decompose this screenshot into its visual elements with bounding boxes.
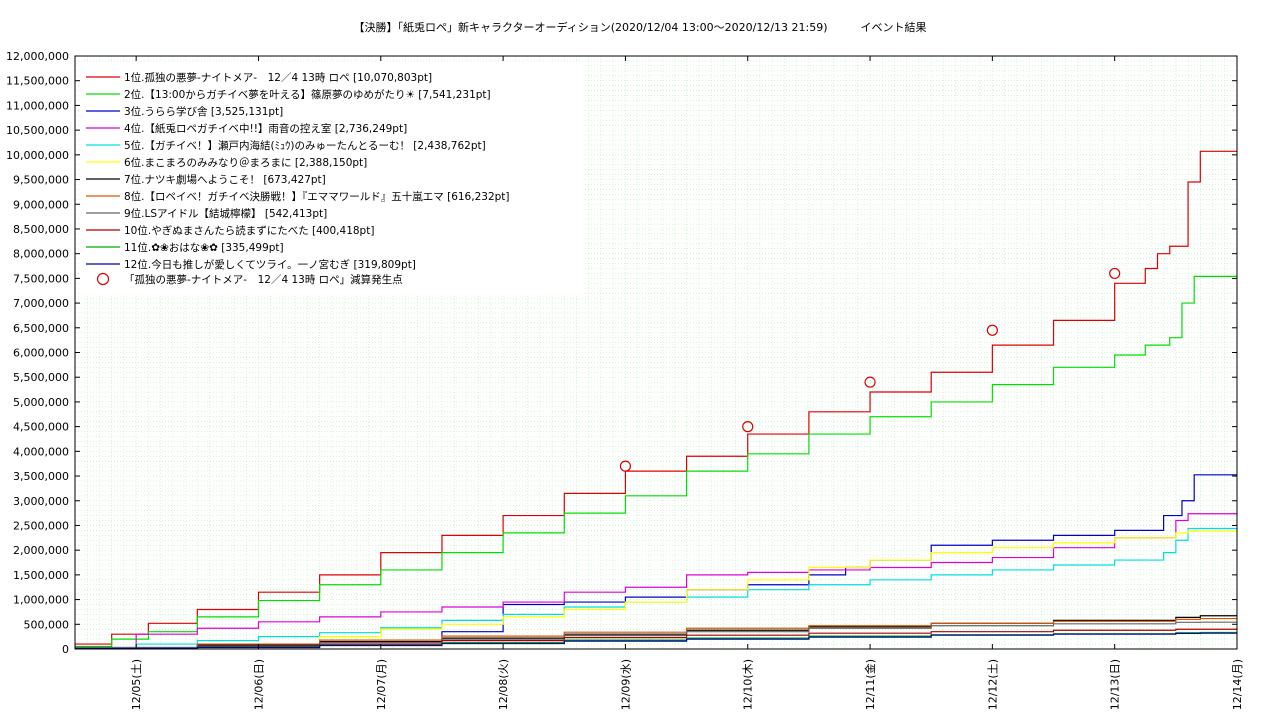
reduction-marker: [986, 324, 998, 336]
y-tick-label: 1,500,000: [13, 569, 69, 582]
y-tick-label: 11,500,000: [6, 75, 69, 88]
legend-label-6: 6位.まこまろのみみなり＠まろまに [2,388,150pt]: [124, 156, 367, 169]
y-tick-label: 6,000,000: [13, 347, 69, 360]
reduction-marker: [1109, 267, 1121, 280]
y-tick-label: 7,500,000: [13, 272, 69, 285]
x-tick-label: 12/08(火): [497, 659, 510, 710]
legend-label-12: 12位.今日も推しが愛しくてツライ。一ノ宮むぎ [319,809pt]: [124, 258, 416, 271]
x-tick-label: 12/07(月): [375, 659, 388, 710]
y-tick-label: 8,500,000: [13, 223, 69, 236]
y-tick-label: 4,000,000: [13, 445, 69, 458]
y-tick-label: 11,000,000: [6, 99, 69, 112]
y-tick-label: 8,000,000: [13, 248, 69, 261]
x-tick-label: 12/14(月): [1231, 659, 1244, 710]
legend-label-11: 11位.✿❀おはな❀✿ [335,499pt]: [124, 241, 284, 254]
legend-box: [80, 62, 585, 295]
y-tick-label: 3,000,000: [13, 495, 69, 508]
legend-label-1: 1位.孤独の悪夢-ナイトメア- 12／4 13時 ロペ [10,070,803p…: [124, 71, 432, 84]
y-tick-label: 7,000,000: [13, 297, 69, 310]
series-layer: [75, 150, 1237, 650]
y-tick-label: 5,000,000: [13, 396, 69, 409]
legend-label-3: 3位.うらら学び舎 [3,525,131pt]: [124, 105, 283, 118]
reduction-marker: [619, 460, 632, 472]
series-line-3: [75, 474, 1237, 649]
legend-label-8: 8位.【ロペイベ！ガチイベ決勝戦！】『エママワールド』五十嵐エマ [616,23…: [124, 190, 510, 203]
y-tick-label: 9,500,000: [13, 174, 69, 187]
x-tick-label: 12/11(金): [863, 659, 877, 710]
legend-label-5: 5位.【ガチイベ！】瀬戸内海結(ﾐｭｳ)のみゅーたんとるーむ！ [2,438,7…: [124, 139, 486, 152]
legend-label-2: 2位.【13:00からガチイベ夢を叶える】篠原夢のゆめがたり☀ [7,541,2…: [124, 88, 491, 101]
y-tick-label: 0: [62, 643, 69, 656]
series-line-4: [75, 513, 1237, 649]
series-line-12: [75, 632, 1237, 650]
y-tick-label: 12,000,000: [6, 50, 69, 63]
reduction-marker: [864, 376, 876, 388]
x-tick-label: 12/09(水): [619, 659, 632, 710]
y-tick-label: 10,000,000: [6, 149, 69, 162]
y-tick-label: 2,500,000: [13, 519, 69, 532]
legend-marker-label: 「孤独の悪夢-ナイトメア- 12／4 13時 ロペ」減算発生点: [124, 273, 403, 286]
y-tick-label: 5,500,000: [13, 371, 69, 384]
x-tick-label: 12/13(日): [1109, 659, 1122, 710]
chart-axes: 0 500,000 1,000,000 1,500,000 2,000,000 2,500…: [6, 50, 1244, 710]
series-line-6: [75, 530, 1237, 649]
x-tick-label: 12/10(木): [742, 659, 755, 710]
legend-label-10: 10位.やぎぬまさんたら読まずにたべた [400,418pt]: [124, 224, 374, 237]
series-line-2: [75, 275, 1237, 648]
legend-marker-symbol: [96, 272, 110, 286]
y-tick-label: 3,500,000: [13, 470, 69, 483]
y-tick-label: 1,000,000: [13, 594, 69, 607]
y-tick-label: 10,500,000: [6, 124, 69, 137]
legend-label-9: 9位.LSアイドル【結城檸檬】 [542,413pt]: [124, 207, 327, 220]
legend-label-4: 4位.【紙兎ロペガチイベ中!!】雨音の控え室 [2,736,249pt]: [124, 122, 407, 135]
y-tick-label: 500,000: [24, 618, 70, 631]
reduction-marker: [742, 421, 754, 433]
chart-legend: 1位.孤独の悪夢-ナイトメア- 12／4 13時 ロペ [10,070,803p…: [80, 62, 585, 295]
legend-label-7: 7位.ナツキ劇場へようこそ！ [673,427pt]: [124, 173, 326, 186]
x-tick-label: 12/05(土): [130, 659, 143, 710]
x-tick-label: 12/12(土): [986, 659, 999, 710]
marker-layer: [619, 267, 1121, 472]
y-tick-label: 6,500,000: [13, 322, 69, 335]
y-tick-label: 4,500,000: [13, 421, 69, 434]
y-tick-label: 2,000,000: [13, 544, 69, 557]
x-tick-label: 12/06(日): [252, 659, 265, 710]
series-line-1: [75, 150, 1237, 645]
chart-title: 【決勝】「紙兎ロペ」新キャラクターオーディション(2020/12/04 13:0…: [353, 21, 927, 34]
y-tick-label: 9,000,000: [13, 198, 69, 211]
